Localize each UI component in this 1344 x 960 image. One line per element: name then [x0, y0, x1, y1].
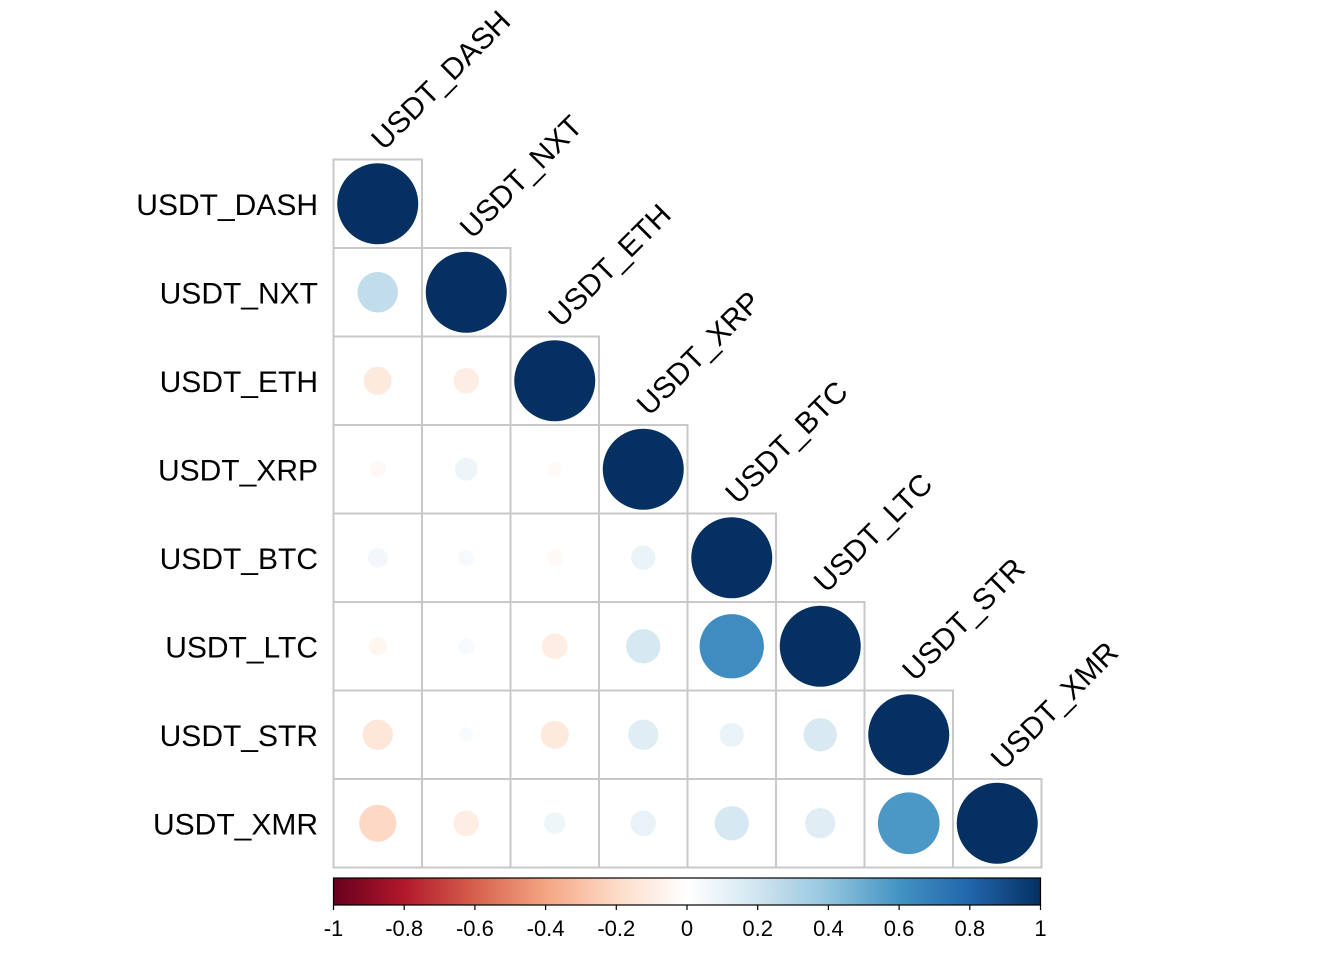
corr-circle-usdt_btc-usdt_dash: [367, 547, 388, 568]
colorbar-tick-label: -1: [324, 916, 344, 941]
corr-circle-usdt_btc-usdt_btc: [691, 517, 773, 599]
corr-circle-usdt_str-usdt_str: [868, 694, 950, 776]
colorbar-gradient: [333, 878, 1041, 905]
corr-circle-usdt_xmr-usdt_xrp: [630, 810, 657, 837]
corr-circle-usdt_str-usdt_xrp: [628, 719, 659, 750]
corr-circle-usdt_str-usdt_eth: [540, 720, 569, 749]
corr-circle-usdt_ltc-usdt_eth: [541, 633, 568, 660]
corr-circle-usdt_ltc-usdt_dash: [368, 637, 387, 656]
row-label-usdt_nxt: USDT_NXT: [160, 277, 318, 310]
corr-circle-usdt_xrp-usdt_eth: [547, 462, 562, 477]
row-label-usdt_ltc: USDT_LTC: [165, 631, 318, 664]
corr-circle-usdt_btc-usdt_nxt: [458, 549, 475, 566]
corr-circle-usdt_nxt-usdt_nxt: [425, 251, 507, 333]
colorbar-tick-label: 0.4: [813, 916, 844, 941]
corr-circle-usdt_xmr-usdt_dash: [359, 804, 397, 842]
colorbar-tick-label: 0.2: [742, 916, 773, 941]
colorbar-tick-label: 0.6: [884, 916, 915, 941]
colorbar-tick-label: 1: [1034, 916, 1046, 941]
colorbar-tick-label: 0: [681, 916, 693, 941]
colorbar-tick-label: -0.4: [527, 916, 565, 941]
colorbar-tick-label: -0.8: [385, 916, 423, 941]
corr-circle-usdt_btc-usdt_xrp: [631, 545, 656, 570]
col-label-usdt_str: USDT_STR: [896, 552, 1031, 687]
corr-circle-usdt_dash-usdt_dash: [337, 163, 419, 245]
corr-circle-usdt_xmr-usdt_eth: [544, 812, 566, 834]
corr-circle-usdt_xrp-usdt_dash: [369, 461, 386, 478]
corr-circle-usdt_eth-usdt_dash: [363, 366, 392, 395]
corr-circle-usdt_nxt-usdt_dash: [357, 272, 398, 313]
corr-circle-usdt_ltc-usdt_nxt: [458, 638, 475, 655]
corr-circle-usdt_eth-usdt_nxt: [453, 367, 480, 394]
corr-circle-usdt_ltc-usdt_btc: [699, 614, 764, 679]
col-label-usdt_dash: USDT_DASH: [365, 5, 517, 157]
corr-circle-usdt_xrp-usdt_nxt: [454, 457, 478, 481]
corr-circle-usdt_xmr-usdt_ltc: [805, 808, 836, 839]
row-labels: USDT_DASH USDT_NXT USDT_ETH USDT_XRP USDT_BT…: [136, 189, 318, 842]
corr-circle-usdt_xmr-usdt_nxt: [453, 810, 480, 837]
row-label-usdt_str: USDT_STR: [160, 720, 318, 753]
cell-border-usdt_xmr-usdt_xmr: [952, 778, 1043, 869]
corr-circle-usdt_str-usdt_dash: [362, 719, 393, 750]
colorbar-tick-label: -0.6: [456, 916, 494, 941]
corr-circle-usdt_str-usdt_btc: [719, 722, 744, 747]
col-label-usdt_xrp: USDT_XRP: [631, 285, 768, 422]
col-label-usdt_xmr: USDT_XMR: [985, 636, 1125, 776]
corr-circle-usdt_ltc-usdt_ltc: [779, 605, 861, 687]
col-label-usdt_btc: USDT_BTC: [719, 375, 854, 510]
corr-circle-usdt_xmr-usdt_btc: [714, 806, 749, 841]
corr-circle-usdt_xmr-usdt_xmr: [956, 782, 1038, 864]
corr-circle-usdt_ltc-usdt_xrp: [626, 629, 661, 664]
row-label-usdt_eth: USDT_ETH: [160, 366, 318, 399]
corr-circle-usdt_xrp-usdt_xrp: [602, 428, 684, 510]
row-label-usdt_dash: USDT_DASH: [136, 189, 318, 222]
color-legend: -1 -0.8 -0.6 -0.4 -0.2 0 0.2 0.4 0.6 0.8 1: [324, 877, 1047, 941]
col-label-usdt_nxt: USDT_NXT: [454, 110, 589, 245]
colorbar-tick-label: 0.8: [955, 916, 986, 941]
row-label-usdt_xmr: USDT_XMR: [153, 808, 318, 841]
corr-circle-usdt_btc-usdt_eth: [546, 549, 563, 566]
corr-circle-usdt_eth-usdt_eth: [514, 340, 596, 422]
colorbar-tick-label: -0.2: [597, 916, 635, 941]
corr-circle-usdt_xmr-usdt_str: [877, 792, 940, 855]
corr-circle-usdt_str-usdt_ltc: [803, 718, 837, 752]
col-label-usdt_eth: USDT_ETH: [542, 198, 677, 333]
col-label-usdt_ltc: USDT_LTC: [808, 468, 939, 599]
row-label-usdt_xrp: USDT_XRP: [158, 454, 318, 487]
row-label-usdt_btc: USDT_BTC: [160, 543, 318, 576]
corr-circle-usdt_str-usdt_nxt: [459, 727, 474, 742]
matrix-cells: [332, 158, 1043, 869]
